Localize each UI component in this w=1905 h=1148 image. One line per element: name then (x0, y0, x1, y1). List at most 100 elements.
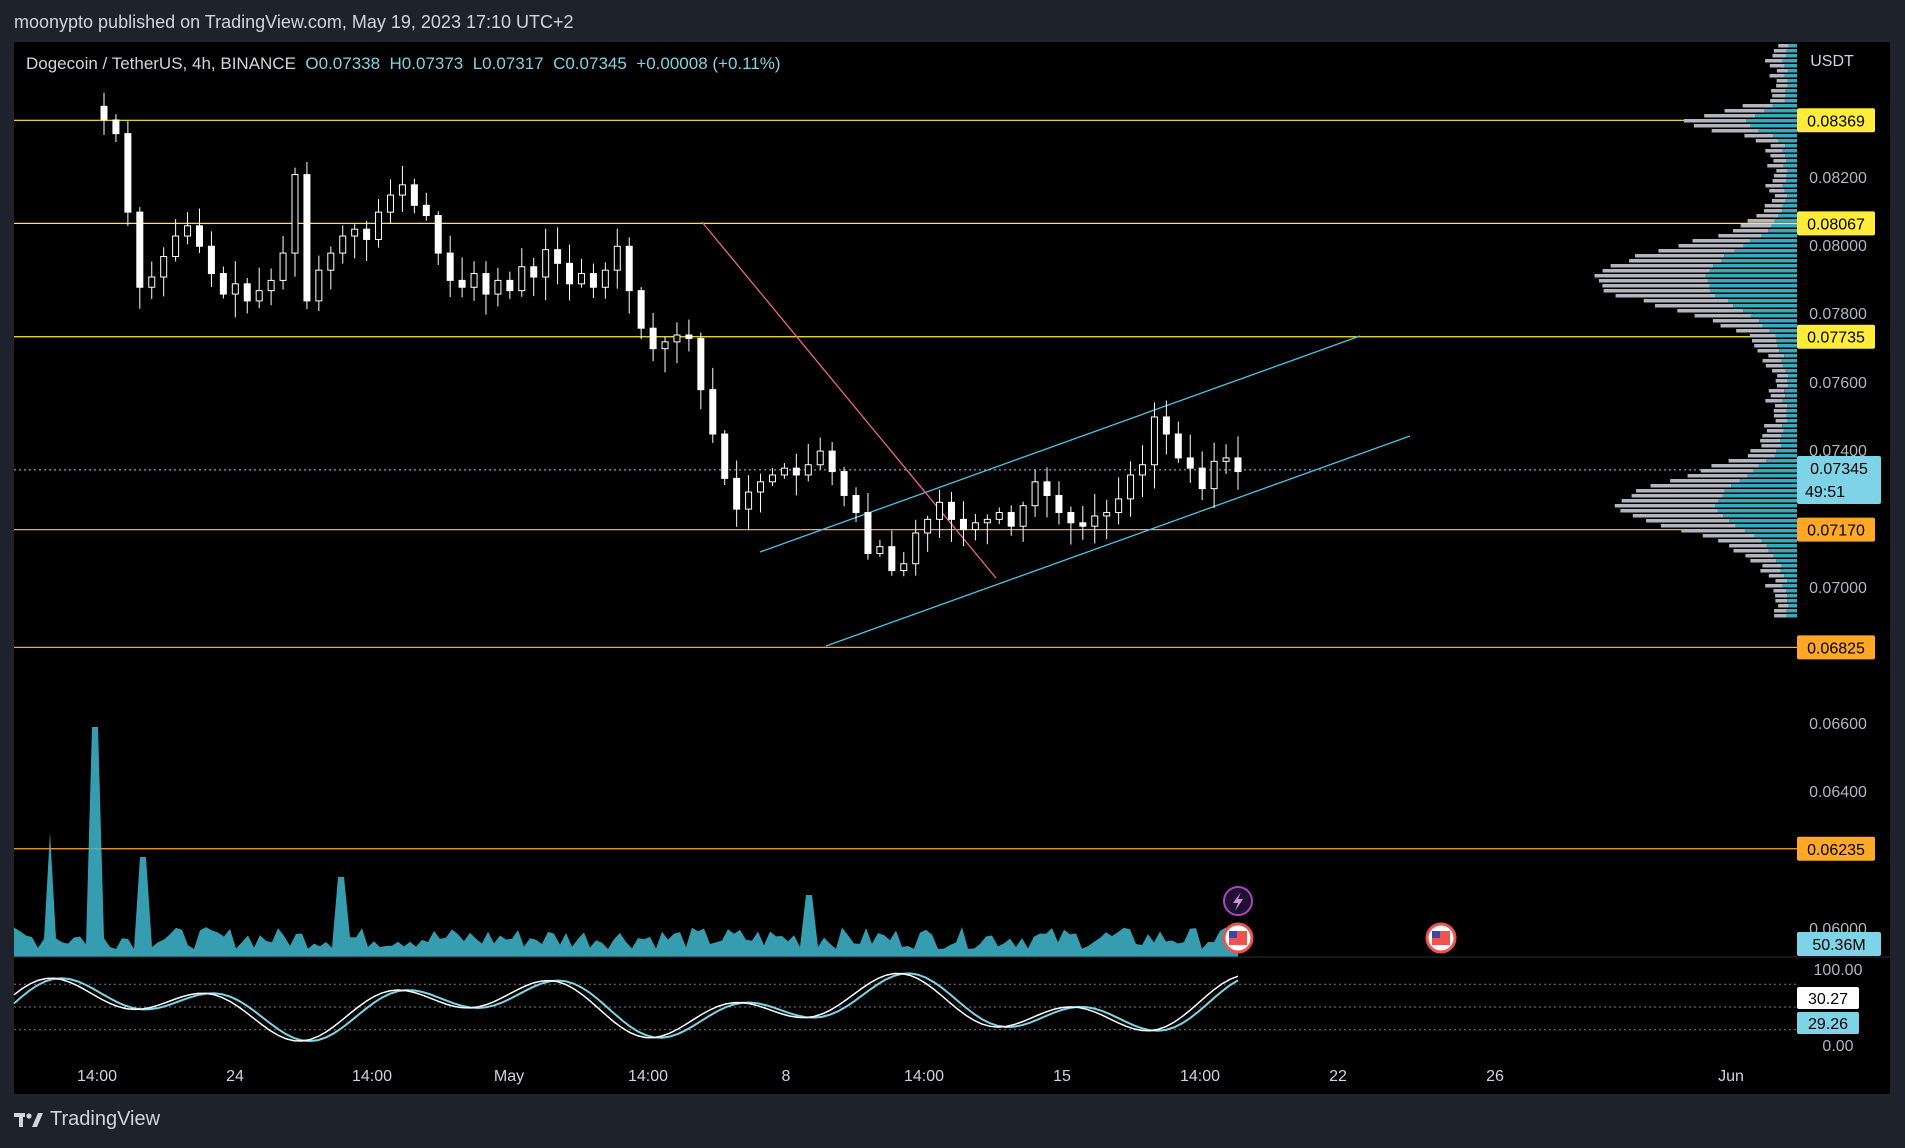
profile-bar-down (1693, 124, 1751, 128)
profile-bar-up (1766, 544, 1797, 548)
candle-body (1186, 457, 1194, 469)
level-badge-label: 0.08067 (1807, 216, 1865, 233)
profile-bar-down (1765, 149, 1783, 153)
level-badge (1797, 211, 1875, 236)
profile-bar-down (1700, 469, 1754, 473)
profile-bar-down (1711, 129, 1759, 133)
profile-bar-down (1610, 264, 1714, 268)
profile-bar-down (1774, 194, 1788, 198)
profile-bar-down (1774, 614, 1787, 618)
profile-bar-up (1749, 239, 1797, 243)
candle-body (410, 184, 418, 206)
candle-body (207, 245, 215, 275)
candle-body (589, 273, 597, 288)
profile-bar-down (1770, 394, 1786, 398)
volume-profile (1594, 44, 1797, 618)
profile-bar-up (1739, 479, 1797, 483)
time-label: 22 (1329, 1068, 1347, 1085)
profile-bar-up (1786, 609, 1797, 613)
profile-bar-up (1780, 439, 1797, 443)
profile-bar-up (1784, 574, 1797, 578)
profile-bar-down (1614, 504, 1715, 508)
profile-bar-up (1787, 79, 1797, 83)
candle-body (363, 228, 371, 240)
tradingview-logo[interactable]: TradingView (14, 1108, 160, 1131)
profile-bar-up (1778, 139, 1797, 143)
open-value: O0.07338 (305, 54, 381, 73)
candle-body (148, 276, 156, 288)
profile-bar-down (1773, 589, 1787, 593)
candle-body (864, 512, 872, 555)
profile-bar-down (1770, 154, 1786, 158)
volume-label: 50.36M (1812, 937, 1865, 954)
candle-body (566, 262, 574, 285)
drawings (701, 221, 1411, 647)
osc-tick: 100.00 (1814, 962, 1863, 979)
horizontal-levels (14, 119, 1797, 850)
profile-bar-down (1772, 179, 1787, 183)
candle-body (1079, 522, 1087, 527)
candle-body (255, 290, 263, 302)
profile-bar-up (1766, 459, 1797, 463)
price-tick: 0.06400 (1809, 784, 1867, 801)
candle-body (219, 273, 227, 295)
profile-bar-up (1776, 559, 1797, 563)
profile-bar-up (1728, 299, 1797, 303)
candle-body (518, 266, 526, 292)
profile-bar-up (1755, 114, 1797, 118)
profile-bar-down (1646, 519, 1730, 523)
candle-body (685, 334, 693, 339)
profile-bar-up (1782, 149, 1797, 153)
time-label: May (494, 1068, 524, 1085)
profile-bar-up (1718, 499, 1797, 503)
candle-body (458, 279, 466, 288)
profile-bar-down (1764, 204, 1783, 208)
profile-bar-down (1749, 334, 1776, 338)
candle-body (1043, 481, 1051, 496)
candle-body (936, 501, 944, 520)
profile-bar-down (1643, 299, 1729, 303)
profile-bar-up (1779, 349, 1797, 353)
profile-bar-down (1745, 554, 1774, 558)
profile-bar-up (1785, 89, 1797, 93)
event-markers (1222, 886, 1457, 954)
stoch-k-line (13, 972, 1239, 1042)
change-value: +0.00008 (+0.11%) (636, 54, 781, 73)
profile-bar-down (1762, 359, 1782, 363)
candle-body (876, 546, 884, 555)
profile-bar-up (1780, 569, 1797, 573)
profile-bar-down (1718, 539, 1762, 543)
candle-body (888, 546, 896, 572)
profile-bar-down (1762, 564, 1782, 568)
profile-bar-down (1773, 409, 1787, 413)
candle-body (112, 119, 120, 135)
volume-area (14, 727, 1238, 957)
profile-bar-down (1728, 459, 1767, 463)
profile-bar-down (1711, 464, 1759, 468)
level-badge (1797, 836, 1875, 861)
profile-bar-up (1782, 399, 1797, 403)
level-badge (1797, 635, 1875, 660)
candle-body (792, 467, 800, 476)
profile-bar-down (1757, 349, 1780, 353)
candle-body (422, 204, 430, 217)
candle-body (768, 474, 776, 483)
candle-body (530, 266, 538, 278)
profile-bar-up (1776, 339, 1797, 343)
profile-bar-up (1773, 554, 1797, 558)
candle-body (470, 273, 478, 288)
profile-bar-down (1755, 139, 1779, 143)
profile-bar-down (1775, 419, 1788, 423)
profile-bar-down (1778, 604, 1789, 608)
profile-bar-up (1750, 314, 1797, 318)
profile-bar-up (1733, 304, 1797, 308)
level-badges: 0.08369 0.08067 0.07735 0.07170 0.06825 0.062… (1797, 108, 1875, 861)
symbol-name[interactable]: Dogecoin / TetherUS, 4h, BINANCE (26, 54, 296, 73)
price-tick: 0.07800 (1809, 306, 1867, 323)
profile-bar-down (1720, 324, 1763, 328)
profile-bar-down (1776, 384, 1788, 388)
candle-body (1103, 512, 1111, 517)
profile-bar-down (1774, 404, 1788, 408)
profile-bar-up (1709, 289, 1797, 293)
